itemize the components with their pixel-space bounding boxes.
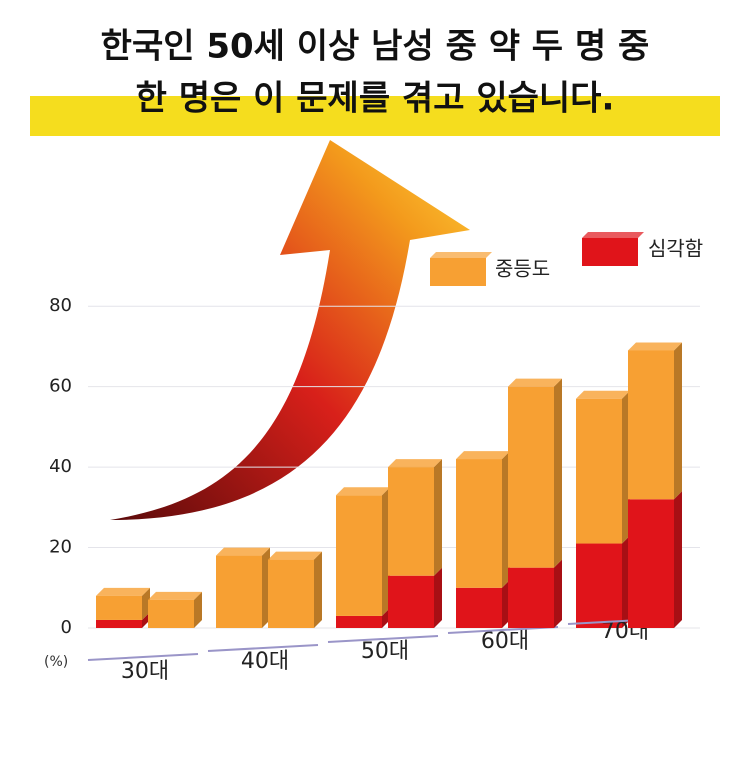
- bar-side: [554, 378, 562, 568]
- bar-segment: [148, 599, 194, 628]
- legend-swatch-top: [582, 232, 644, 238]
- legend-label: 중등도: [495, 257, 550, 281]
- title-line: 한국인 50세 이상 남성 중 약 두 명 중: [101, 27, 650, 67]
- bar-top: [508, 378, 562, 387]
- bar-top: [628, 342, 682, 351]
- bar-segment: [628, 350, 674, 500]
- y-tick-label: 80: [49, 295, 72, 316]
- y-tick-label: 0: [61, 617, 72, 638]
- bar-segment: [388, 575, 434, 628]
- bar-segment: [96, 619, 142, 628]
- x-tick-label: 40대: [241, 649, 289, 674]
- x-tick-label: 50대: [361, 639, 409, 664]
- bar-segment: [268, 559, 314, 628]
- legend-swatch: [582, 238, 638, 266]
- bar-top: [216, 547, 270, 556]
- bar-segment: [508, 386, 554, 568]
- title-highlight: [30, 96, 720, 136]
- bar-segment: [388, 467, 434, 576]
- legend-swatch: [430, 258, 486, 286]
- bar-segment: [456, 459, 502, 588]
- legend-label: 심각함: [648, 237, 703, 261]
- y-tick-label: 20: [49, 537, 72, 558]
- x-tick-label: 60대: [481, 629, 529, 654]
- y-tick-label: 60: [49, 376, 72, 397]
- title-line: 한 명은 이 문제를 겪고 있습니다.: [136, 79, 615, 119]
- bar-segment: [456, 587, 502, 628]
- axis-line: [327, 635, 439, 643]
- bar-side: [194, 591, 202, 628]
- bar-segment: [576, 543, 622, 628]
- bar-side: [314, 551, 322, 628]
- bar-segment: [508, 567, 554, 628]
- bar-top: [576, 390, 630, 399]
- bar-side: [434, 567, 442, 628]
- axis-line: [87, 653, 199, 661]
- y-tick-label: 40: [49, 456, 72, 477]
- arrow: [110, 140, 470, 520]
- bar-side: [674, 491, 682, 628]
- bar-side: [434, 459, 442, 576]
- bar-segment: [336, 495, 382, 616]
- bar-top: [268, 551, 322, 560]
- x-tick-label: 30대: [121, 659, 169, 684]
- bar-top: [336, 487, 390, 496]
- legend-swatch-top: [430, 252, 492, 258]
- axis-line: [207, 644, 319, 652]
- bar-segment: [576, 398, 622, 544]
- bar-segment: [628, 499, 674, 628]
- bar-side: [674, 342, 682, 500]
- bar-segment: [96, 595, 142, 620]
- bar-segment: [336, 615, 382, 628]
- bar-top: [148, 591, 202, 600]
- y-unit: (%): [44, 654, 68, 670]
- bar-side: [554, 559, 562, 628]
- bar-segment: [216, 555, 262, 628]
- bar-top: [96, 587, 150, 596]
- bar-top: [388, 459, 442, 468]
- bar-top: [456, 451, 510, 460]
